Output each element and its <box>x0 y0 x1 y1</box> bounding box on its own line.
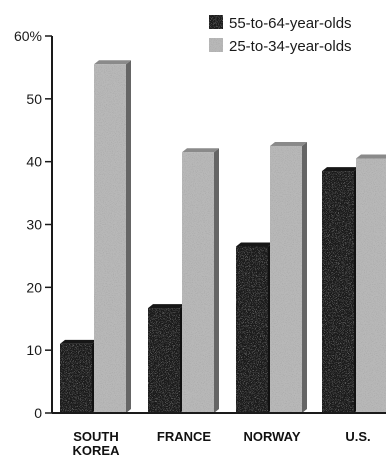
y-tick-label: 50 <box>26 91 42 107</box>
x-category-label: NORWAY <box>243 429 300 444</box>
bar-younger-1 <box>182 148 219 413</box>
x-category-label: FRANCE <box>157 429 211 444</box>
bar-younger-3 <box>356 154 386 413</box>
y-tick-label: 30 <box>26 217 42 233</box>
bar-older-0 <box>60 339 97 413</box>
y-ticks: 0 10 20 30 40 50 60% <box>14 28 52 421</box>
bar-younger-2 <box>270 141 307 414</box>
bar-older-1 <box>148 304 185 413</box>
x-category-label: U.S. <box>345 429 370 444</box>
bar-older-3 <box>322 167 359 413</box>
legend-item-older: 55-to-64-year-olds <box>209 15 352 32</box>
legend-swatch <box>209 38 223 52</box>
y-tick-label: 40 <box>26 154 42 170</box>
legend-label: 25-to-34-year-olds <box>229 38 352 55</box>
x-category-label: SOUTH KOREA <box>73 429 121 458</box>
legend-item-younger: 25-to-34-year-olds <box>209 38 352 55</box>
legend-label: 55-to-64-year-olds <box>229 15 352 32</box>
y-tick-label: 20 <box>26 279 42 295</box>
y-tick-label: 0 <box>34 405 42 421</box>
bar-older-2 <box>236 242 273 413</box>
bars-group <box>60 60 386 414</box>
y-tick-label: 10 <box>26 342 42 358</box>
bar-younger-0 <box>94 60 131 414</box>
y-tick-label: 60% <box>14 28 42 44</box>
legend-swatch <box>209 15 223 29</box>
legend: 55-to-64-year-olds 25-to-34-year-olds <box>209 15 352 55</box>
x-category-labels: SOUTH KOREA FRANCE NORWAY U.S. <box>73 429 371 458</box>
